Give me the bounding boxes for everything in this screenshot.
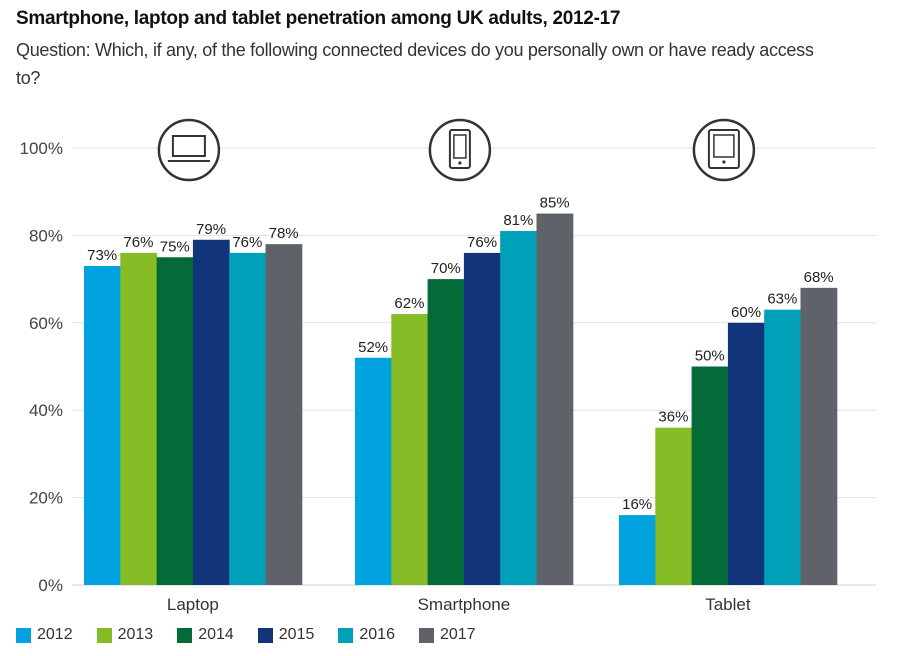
category-label: Smartphone <box>418 595 511 614</box>
data-label: 75% <box>160 238 190 255</box>
bar-laptop-2013 <box>120 252 158 585</box>
legend-swatch <box>177 627 193 643</box>
bar-smartphone-2017 <box>536 213 574 586</box>
y-tick-label: 40% <box>29 401 63 420</box>
legend-item-2013: 2013 <box>96 626 154 644</box>
bar-tablet-2012 <box>619 515 656 585</box>
bars <box>84 213 838 586</box>
data-label: 63% <box>767 291 797 308</box>
smartphone-icon <box>428 118 492 182</box>
legend-item-2016: 2016 <box>338 626 395 644</box>
data-label: 79% <box>196 221 226 238</box>
bar-tablet-2017 <box>800 287 838 585</box>
legend-label: 2013 <box>117 626 154 643</box>
tablet-icon <box>692 118 756 182</box>
bar-tablet-2015 <box>727 322 765 585</box>
y-tick-label: 0% <box>38 576 63 595</box>
chart-title: Smartphone, laptop and tablet penetratio… <box>16 8 621 29</box>
data-label: 78% <box>269 225 299 242</box>
data-label: 62% <box>394 295 424 312</box>
data-label: 50% <box>695 348 725 365</box>
data-label: 60% <box>731 304 761 321</box>
bar-smartphone-2012 <box>355 357 392 585</box>
y-tick-label: 80% <box>29 226 63 245</box>
legend-item-2012: 2012 <box>16 626 73 644</box>
bar-smartphone-2014 <box>427 279 465 585</box>
category-label: Laptop <box>167 595 219 614</box>
legend: 2012 2013 2014 2015 2016 2017 <box>16 626 500 644</box>
category-label: Tablet <box>705 595 751 614</box>
data-label: 76% <box>123 234 153 251</box>
y-tick-label: 20% <box>29 489 63 508</box>
bar-smartphone-2016 <box>500 231 537 585</box>
laptop-icon <box>157 118 221 182</box>
legend-label: 2014 <box>198 626 234 643</box>
y-axis: 0% 20% 40% 60% 80% 100% <box>20 139 63 595</box>
data-labels: 73% 76% 75% 79% 76% 78% 52% 62% 70% 76% 81% 85% 16% 3… <box>87 195 834 514</box>
data-label: 36% <box>658 409 688 426</box>
legend-label: 2015 <box>278 626 315 643</box>
bar-smartphone-2013 <box>391 314 429 585</box>
x-axis: Laptop Smartphone Tablet <box>167 595 751 614</box>
legend-label: 2016 <box>359 626 395 643</box>
y-tick-label: 100% <box>20 139 63 158</box>
legend-swatch <box>257 627 273 643</box>
bar-laptop-2016 <box>229 252 266 585</box>
data-label: 16% <box>622 496 652 513</box>
legend-label: 2017 <box>439 626 476 643</box>
bar-smartphone-2015 <box>463 252 501 585</box>
legend-swatch <box>96 627 112 643</box>
data-label: 68% <box>804 269 834 286</box>
bar-tablet-2016 <box>764 309 801 585</box>
legend-swatch <box>338 627 354 643</box>
category-icons <box>157 118 756 182</box>
data-label: 81% <box>503 212 533 229</box>
legend-label: 2012 <box>37 626 73 643</box>
bar-laptop-2015 <box>192 239 230 585</box>
legend-item-2014: 2014 <box>177 626 234 644</box>
bar-tablet-2014 <box>691 366 729 585</box>
bar-laptop-2014 <box>156 257 194 585</box>
data-label: 76% <box>467 234 497 251</box>
chart-subtitle: Question: Which, if any, of the followin… <box>16 40 814 88</box>
bar-chart: 0% 20% 40% 60% 80% 100% 73% 76% 75% 79% 76% 78% 52%… <box>20 118 876 614</box>
data-label: 70% <box>431 260 461 277</box>
legend-swatch <box>418 627 434 643</box>
legend-swatch <box>16 627 31 643</box>
bar-laptop-2012 <box>84 265 121 585</box>
data-label: 73% <box>87 247 117 264</box>
legend-item-2017: 2017 <box>418 626 476 644</box>
legend-item-2015: 2015 <box>257 626 315 644</box>
bar-tablet-2013 <box>655 427 693 585</box>
y-tick-label: 60% <box>29 314 63 333</box>
bar-laptop-2017 <box>265 244 303 585</box>
data-label: 85% <box>540 195 570 212</box>
data-label: 76% <box>232 234 262 251</box>
data-label: 52% <box>358 339 388 356</box>
